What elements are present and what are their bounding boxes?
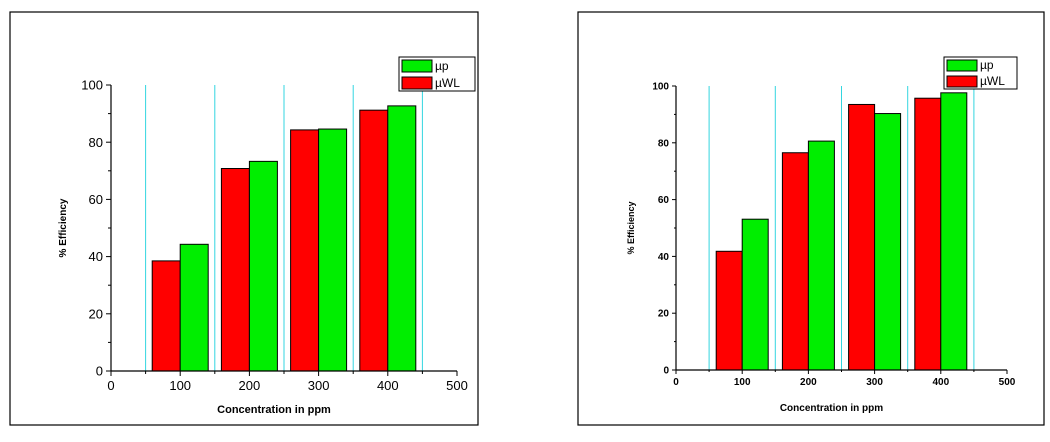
x-tick-label: 200 [800,377,817,388]
bar-µWL-100 [715,250,743,371]
legend-swatch [401,59,433,73]
x-tick-label: 400 [377,378,399,393]
x-tick-label: 300 [308,378,330,393]
bar-µp-400 [940,92,968,371]
x-tick-label: 0 [673,377,679,388]
legend-swatch [401,76,433,90]
x-tick-label: 400 [932,377,949,388]
y-tick-label: 80 [658,138,670,149]
y-tick-label: 100 [81,78,103,93]
y-axis-label: % Efficiency [58,198,69,257]
bar-µWL-400 [359,109,389,372]
y-tick-label: 100 [652,82,669,93]
bar-µp-400 [387,105,417,372]
y-tick-label: 20 [658,309,670,320]
bar-µWL-100 [151,260,181,372]
x-axis-label: Concentration in ppm [217,404,331,416]
bar-µp-300 [318,128,348,372]
legend-label: µp [980,58,994,72]
y-tick-label: 0 [96,364,103,379]
bar-µp-300 [874,113,902,371]
y-tick-label: 80 [89,135,103,150]
bar-µp-100 [741,218,769,371]
chart-panel-left: 0 100 200 300 400 500 0 20 40 60 80 100 Concentratio… [9,11,479,426]
y-tick-label: 60 [658,195,670,206]
legend-swatch [946,75,978,88]
bar-µWL-300 [290,129,320,372]
x-tick-label: 0 [107,378,114,393]
x-tick-label: 100 [169,378,191,393]
chart-panel-right: 0 100 200 300 400 500 0 20 40 60 80 100 Concentratio… [577,11,1045,426]
y-tick-label: 40 [89,249,103,264]
y-tick-label: 40 [658,252,670,263]
y-tick-label: 0 [663,366,669,377]
x-tick-label: 200 [239,378,261,393]
x-axis-label: Concentration in ppm [780,403,883,414]
legend-label: µWL [435,76,460,90]
bar-µWL-200 [220,168,250,372]
bar-µWL-300 [848,103,876,371]
x-tick-label: 500 [446,378,468,393]
x-tick-label: 500 [999,377,1016,388]
bar-µp-100 [179,243,209,372]
y-axis-label: % Efficiency [626,201,636,254]
bar-µp-200 [807,140,835,371]
legend-label: µWL [980,74,1005,88]
x-tick-label: 100 [734,377,751,388]
bar-µWL-400 [914,97,942,371]
y-tick-label: 20 [89,306,103,321]
legend-label: µp [435,59,449,73]
bar-µp-200 [248,160,278,372]
legend-swatch [946,59,978,72]
x-tick-label: 300 [866,377,883,388]
bar-µWL-200 [781,152,809,371]
y-tick-label: 60 [89,192,103,207]
